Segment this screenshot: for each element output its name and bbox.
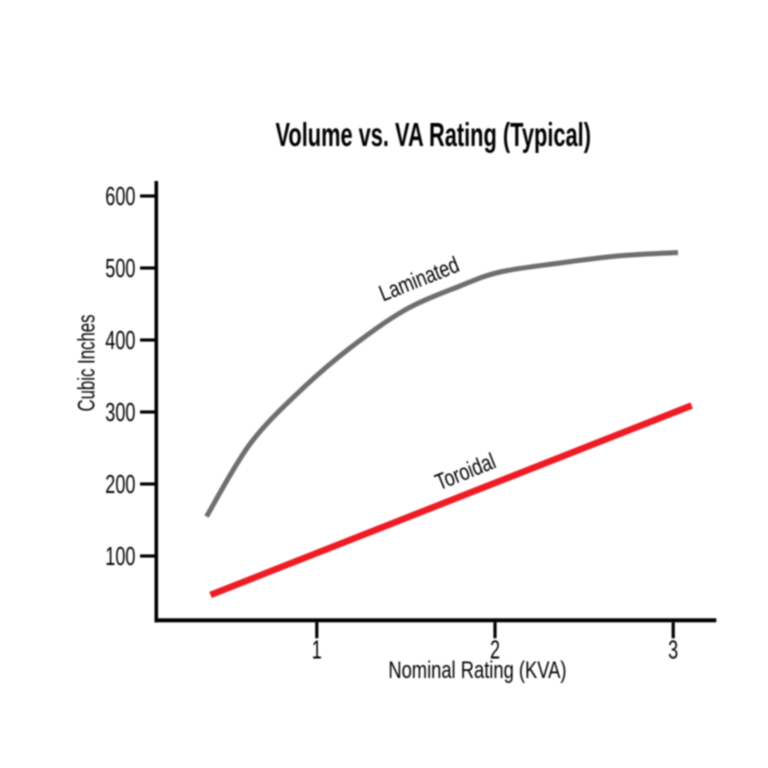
- svg-text:500: 500: [105, 254, 135, 283]
- svg-text:600: 600: [105, 182, 135, 211]
- svg-text:2: 2: [490, 636, 500, 665]
- svg-text:400: 400: [105, 326, 135, 355]
- svg-text:Volume vs. VA Rating (Typical): Volume vs. VA Rating (Typical): [275, 117, 591, 154]
- svg-text:1: 1: [312, 636, 322, 665]
- svg-text:200: 200: [105, 470, 135, 499]
- svg-text:300: 300: [105, 398, 135, 427]
- svg-text:Cubic Inches: Cubic Inches: [74, 314, 101, 411]
- svg-text:Nominal Rating (KVA): Nominal Rating (KVA): [388, 656, 566, 683]
- svg-text:100: 100: [105, 542, 135, 571]
- svg-text:3: 3: [668, 636, 678, 665]
